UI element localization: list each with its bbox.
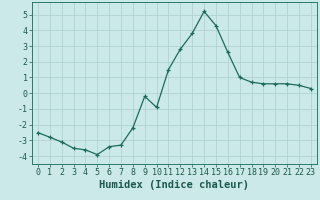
- X-axis label: Humidex (Indice chaleur): Humidex (Indice chaleur): [100, 180, 249, 190]
